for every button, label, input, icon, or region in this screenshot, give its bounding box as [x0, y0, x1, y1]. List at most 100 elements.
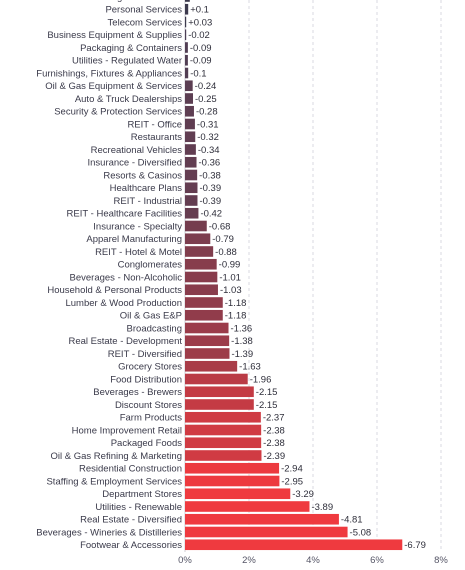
value-label: -3.29 — [292, 489, 314, 500]
value-label: -0.99 — [219, 260, 241, 271]
value-label: -0.32 — [197, 132, 219, 143]
category-label: Staffing & Employment Services — [46, 476, 182, 487]
value-label: -0.28 — [196, 107, 218, 118]
bar — [185, 29, 187, 41]
value-label: -5.08 — [350, 527, 372, 538]
bar — [185, 399, 254, 410]
bar — [185, 0, 190, 2]
bar — [185, 424, 262, 436]
category-label: Apparel Manufacturing — [86, 234, 182, 245]
category-label: Real Estate - Development — [68, 336, 182, 347]
category-label: Oil & Gas Refining & Marketing — [51, 451, 182, 462]
value-label: -1.96 — [250, 374, 272, 385]
value-label: -0.68 — [209, 221, 231, 232]
category-label: Home Improvement Retail — [72, 425, 182, 436]
value-label: -2.38 — [263, 425, 285, 436]
value-label: -3.89 — [311, 502, 333, 513]
bar — [185, 373, 248, 385]
bar — [185, 386, 254, 398]
bar — [185, 526, 348, 538]
value-label: -2.95 — [281, 476, 303, 487]
x-tick-label: 0% — [178, 555, 192, 566]
value-label: -0.09 — [190, 56, 212, 67]
value-label: -0.25 — [195, 94, 217, 105]
category-label: Discount Stores — [115, 400, 182, 411]
category-label: Conglomerates — [118, 260, 183, 271]
value-labels: +0.15+0.1+0.03-0.02-0.09-0.09-0.1-0.24-0… — [188, 0, 426, 551]
category-label: REIT - Healthcare Facilities — [67, 209, 183, 220]
category-label: Utilities - Regulated Electric — [66, 0, 182, 3]
bar — [185, 284, 218, 296]
value-label: -2.38 — [263, 438, 285, 449]
category-label: Insurance - Diversified — [87, 158, 182, 169]
value-label: -0.36 — [199, 158, 221, 169]
category-label: Restaurants — [131, 132, 182, 143]
value-label: -0.1 — [190, 68, 206, 79]
category-label: REIT - Diversified — [108, 349, 182, 360]
category-label: Department Stores — [102, 489, 182, 500]
bar — [185, 348, 230, 359]
bars — [185, 0, 403, 551]
value-label: +0.15 — [192, 0, 216, 3]
bar — [185, 309, 223, 321]
value-label: -0.88 — [215, 247, 237, 258]
bar — [185, 513, 339, 525]
bar — [185, 16, 187, 28]
bar — [185, 42, 188, 53]
category-label: Oil & Gas E&P — [120, 311, 182, 322]
bar — [185, 131, 196, 143]
bar — [185, 411, 261, 423]
bar — [185, 93, 193, 104]
value-label: -2.37 — [263, 413, 285, 424]
bar — [185, 144, 196, 155]
value-label: -1.39 — [231, 349, 253, 360]
value-label: -1.38 — [231, 336, 253, 347]
category-label: Recreational Vehicles — [91, 145, 183, 156]
value-label: -4.81 — [341, 515, 363, 526]
category-label: REIT - Office — [127, 119, 182, 130]
category-label: Personal Services — [105, 5, 182, 16]
value-label: -1.01 — [219, 272, 241, 283]
value-label: -2.94 — [281, 464, 303, 475]
bar — [185, 450, 262, 461]
x-tick-label: 2% — [242, 555, 256, 566]
x-axis-ticks: 0% 2% 4% 6% 8% — [178, 555, 448, 566]
bar — [185, 322, 229, 334]
bar — [185, 182, 198, 194]
category-label: Broadcasting — [127, 323, 182, 334]
bar — [185, 271, 218, 283]
category-label: REIT - Industrial — [114, 196, 182, 207]
value-label: -1.18 — [225, 311, 247, 322]
category-label: Security & Protection Services — [54, 107, 182, 118]
bar — [185, 488, 291, 500]
bar — [185, 539, 403, 551]
x-tick-label: 6% — [370, 555, 384, 566]
value-label: -0.02 — [188, 30, 210, 41]
value-label: -1.18 — [225, 298, 247, 309]
category-label: Beverages - Brewers — [93, 387, 182, 398]
bar — [185, 67, 189, 79]
category-label: Footwear & Accessories — [80, 540, 182, 551]
bar — [185, 80, 193, 92]
value-label: -0.34 — [198, 145, 220, 156]
category-label: Furnishings, Fixtures & Appliances — [36, 68, 182, 79]
category-label: REIT - Hotel & Motel — [95, 247, 182, 258]
category-labels: Utilities - Regulated Electric Personal S… — [36, 0, 182, 551]
category-label: Telecom Services — [108, 17, 183, 28]
category-label: Utilities - Renewable — [95, 502, 182, 513]
value-label: -1.36 — [231, 323, 253, 334]
category-label: Food Distribution — [110, 374, 182, 385]
category-label: Grocery Stores — [118, 362, 182, 373]
category-label: Packaged Foods — [111, 438, 183, 449]
category-label: Packaging & Containers — [80, 43, 182, 54]
bar — [185, 462, 280, 474]
category-label: Farm Products — [120, 413, 183, 424]
category-label: Household & Personal Products — [47, 285, 182, 296]
category-label: Healthcare Plans — [110, 183, 183, 194]
category-label: Lumber & Wood Production — [65, 298, 182, 309]
bar — [185, 475, 280, 487]
category-label: Auto & Truck Dealerships — [75, 94, 182, 105]
category-label: Business Equipment & Supplies — [47, 30, 182, 41]
bar — [185, 233, 211, 245]
bar — [185, 195, 198, 206]
